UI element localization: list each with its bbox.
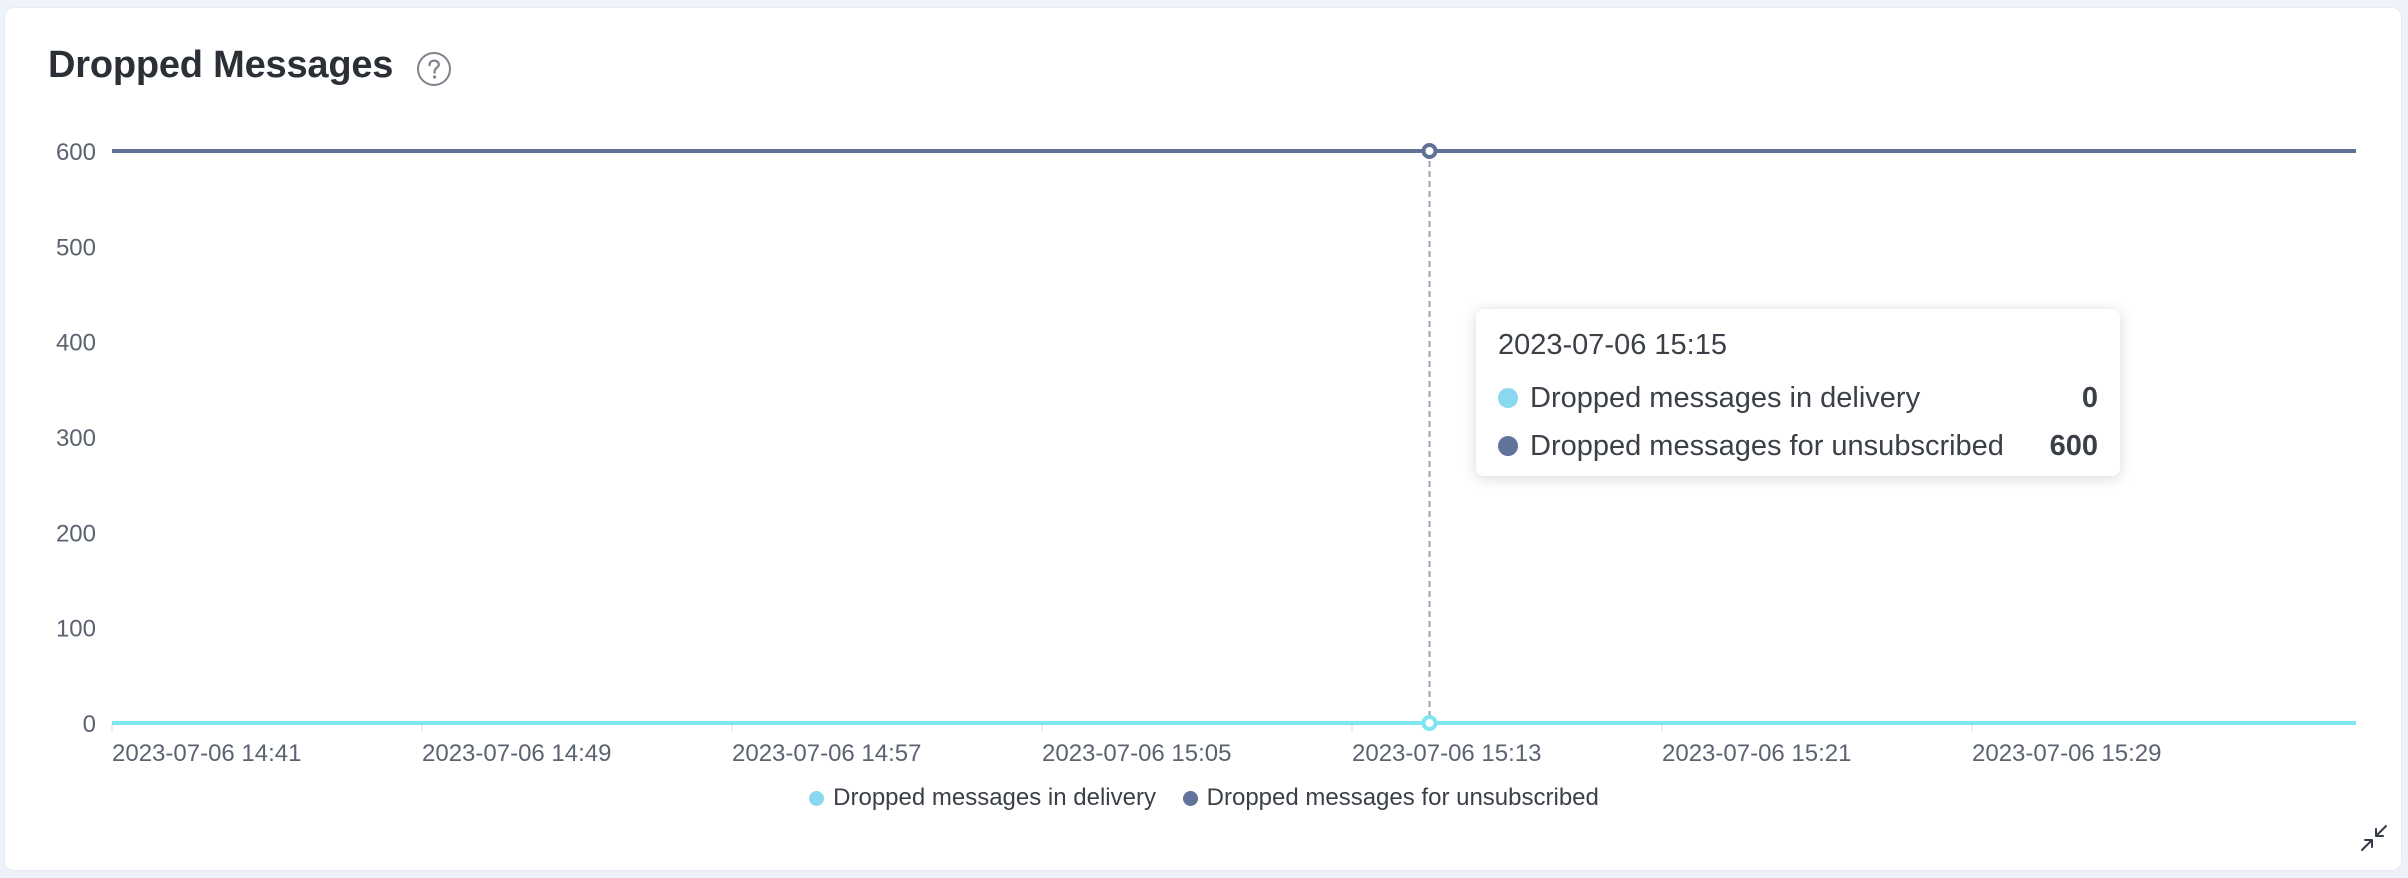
tooltip-time: 2023-07-06 15:15: [1498, 329, 1727, 361]
legend-delivery-dot: [809, 790, 825, 806]
x-tick-label: 2023-07-06 14:41: [112, 740, 302, 767]
tooltip-unsubscribed-label: Dropped messages for unsubscribed: [1530, 429, 2004, 462]
y-tick-label: 600: [56, 139, 96, 166]
tooltip-delivery-dot: [1498, 388, 1518, 408]
x-tick-label: 2023-07-06 15:21: [1662, 740, 1852, 767]
legend-unsubscribed-label: Dropped messages for unsubscribed: [1206, 784, 1599, 811]
compress-arrows-icon[interactable]: [2360, 824, 2388, 852]
legend-item-unsubscribed[interactable]: Dropped messages for unsubscribed: [1182, 784, 1599, 812]
x-tick-label: 2023-07-06 14:49: [422, 740, 612, 767]
panel-title: Dropped Messages: [48, 44, 394, 86]
tooltip-row-delivery: Dropped messages in delivery 0: [1498, 374, 2098, 422]
help-icon[interactable]: [416, 51, 452, 87]
chart-tooltip: 2023-07-06 15:15 Dropped messages in del…: [1476, 309, 2120, 476]
x-tick-label: 2023-07-06 15:29: [1972, 740, 2162, 767]
y-tick-label: 400: [56, 330, 96, 357]
x-tick-label: 2023-07-06 15:13: [1352, 740, 1542, 767]
tooltip-delivery-label: Dropped messages in delivery: [1530, 381, 1921, 414]
tooltip-delivery-value: 0: [2081, 381, 2098, 414]
tooltip-row-unsubscribed: Dropped messages for unsubscribed 600: [1498, 422, 2098, 470]
legend-delivery-label: Dropped messages in delivery: [833, 784, 1156, 811]
tooltip-unsubscribed-value: 600: [2049, 429, 2098, 462]
tooltip-unsubscribed-dot: [1498, 436, 1518, 456]
hover-point-delivery: [1421, 715, 1438, 731]
chart-legend: Dropped messages in delivery Dropped mes…: [0, 784, 2408, 813]
hover-point-unsubscribed: [1421, 143, 1438, 159]
y-tick-label: 300: [56, 425, 96, 452]
legend-unsubscribed-dot: [1182, 790, 1198, 806]
x-tick-label: 2023-07-06 14:57: [732, 740, 922, 767]
y-tick-label: 500: [56, 234, 96, 261]
y-tick-label: 200: [56, 520, 96, 547]
x-tick-label: 2023-07-06 15:05: [1042, 740, 1232, 767]
legend-item-delivery[interactable]: Dropped messages in delivery: [809, 784, 1156, 812]
y-tick-label: 100: [56, 616, 96, 643]
y-tick-label: 0: [83, 711, 96, 738]
